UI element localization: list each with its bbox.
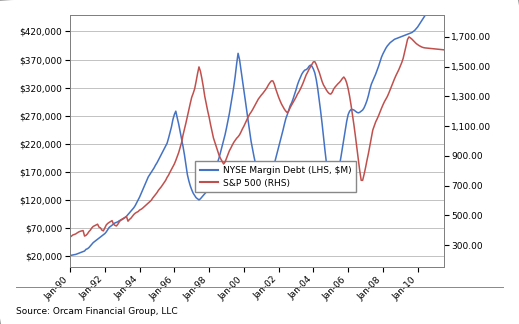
Text: Source: Orcam Financial Group, LLC: Source: Orcam Financial Group, LLC: [16, 307, 177, 316]
Legend: NYSE Margin Debt (LHS, $M), S&P 500 (RHS): NYSE Margin Debt (LHS, $M), S&P 500 (RHS…: [196, 161, 356, 192]
